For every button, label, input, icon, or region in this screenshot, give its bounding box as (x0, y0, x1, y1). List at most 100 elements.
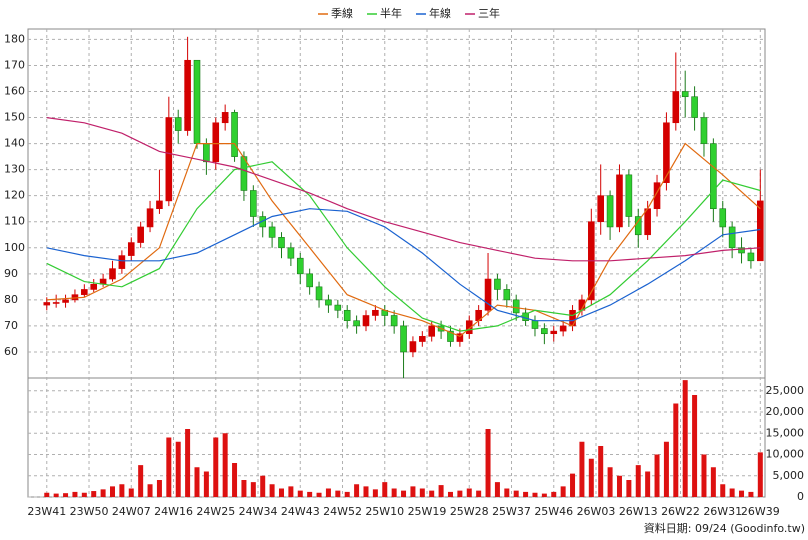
volume-bar (447, 491, 453, 497)
candle-body (569, 309, 576, 327)
ma-line (46, 161, 761, 332)
candle-body (81, 289, 88, 295)
x-tick-label: 24W07 (112, 505, 151, 518)
candle-body (719, 208, 727, 228)
legend-label: 年線 (429, 6, 451, 20)
volume-bar (175, 441, 181, 497)
candle-body (550, 330, 558, 335)
candle-body (597, 195, 605, 223)
candle-body (203, 143, 210, 163)
candle-body (43, 302, 51, 306)
candle-body (691, 96, 698, 118)
candle-body (334, 304, 342, 311)
volume-bar (44, 492, 50, 497)
volume-bar (194, 467, 200, 497)
y-tick-label: 90 (4, 267, 18, 280)
volume-bar (91, 491, 97, 497)
candle-body (250, 190, 257, 217)
y2-tick-label: 10,000 (766, 448, 805, 461)
y-tick-label: 170 (4, 58, 25, 71)
x-tick-label: 26W03 (577, 505, 616, 518)
candle-body (278, 237, 285, 249)
y-tick-label: 70 (4, 319, 18, 332)
ma-line (46, 117, 761, 262)
volume-bar (53, 493, 59, 497)
volume-bar (269, 484, 275, 497)
candle-body (663, 122, 670, 183)
candle-body (372, 309, 379, 316)
volume-bar (166, 437, 172, 497)
candle-body (465, 320, 473, 335)
volume-bar (419, 488, 425, 497)
candle-body (90, 283, 98, 290)
volume-bar (598, 446, 604, 497)
volume-bar (523, 491, 529, 497)
volume-bar (532, 492, 538, 497)
y-tick-label: 100 (4, 241, 25, 254)
candle-body (409, 341, 417, 353)
volume-bar (222, 433, 228, 497)
volume-bar (128, 488, 134, 497)
volume-bar (213, 437, 219, 497)
volume-bar (588, 458, 594, 497)
candle-body (606, 195, 614, 228)
volume-bar (63, 493, 69, 497)
candle-body (268, 226, 276, 238)
candle-body (390, 315, 398, 327)
volume-bar (288, 486, 294, 497)
x-tick-label: 25W28 (450, 505, 489, 518)
candle-body (118, 255, 126, 269)
volume-bar (241, 480, 247, 497)
volume-bar (645, 471, 651, 497)
volume-bar (354, 484, 360, 497)
volume-bar (391, 488, 397, 497)
volume-bar (100, 489, 106, 497)
y2-tick-label: 0 (797, 490, 804, 503)
x-tick-label: 23W50 (70, 505, 109, 518)
candle-body (52, 302, 60, 304)
volume-bar (682, 380, 688, 497)
candle-body (494, 278, 501, 290)
volume-bar (156, 480, 162, 497)
volume-bar (541, 493, 547, 497)
legend-label: 半年 (380, 6, 402, 20)
volume-bar (382, 482, 388, 497)
y-tick-label: 80 (4, 293, 18, 306)
candle-body (757, 200, 764, 262)
y2-tick-label: 5,000 (773, 469, 805, 482)
candle-body (353, 320, 360, 327)
volume-bar (119, 484, 125, 497)
volume-bar (250, 482, 256, 497)
candle-body (156, 200, 163, 210)
y-tick-label: 180 (4, 32, 25, 45)
volume-bar (560, 486, 566, 497)
candle-body (672, 91, 680, 124)
candle-body (456, 333, 464, 342)
candle-body (541, 328, 548, 335)
x-tick-label: 26W39 (741, 505, 780, 518)
y-tick-label: 110 (4, 215, 25, 228)
x-tick-label: 24W16 (154, 505, 193, 518)
candle-body (447, 330, 454, 342)
volume-bar (438, 485, 444, 497)
volume-bar (372, 489, 378, 497)
volume-bar (701, 454, 707, 497)
volume-bar (504, 488, 510, 497)
volume-bar (138, 465, 144, 497)
volume-bar (401, 490, 407, 497)
y-tick-label: 150 (4, 111, 25, 124)
y2-tick-label: 20,000 (766, 405, 805, 418)
volume-bar (457, 490, 463, 497)
candle-body (165, 117, 173, 202)
volume-bar (551, 491, 557, 497)
candle-body (296, 257, 304, 275)
candle-body (419, 336, 426, 342)
candle-body (109, 268, 116, 280)
legend-label: 三年 (478, 6, 500, 20)
volume-bar (335, 490, 341, 497)
volume-bar (739, 490, 745, 497)
candle-body (738, 247, 745, 254)
volume-bar (635, 465, 641, 497)
volume-bar (626, 480, 632, 497)
candle-body (512, 299, 520, 314)
